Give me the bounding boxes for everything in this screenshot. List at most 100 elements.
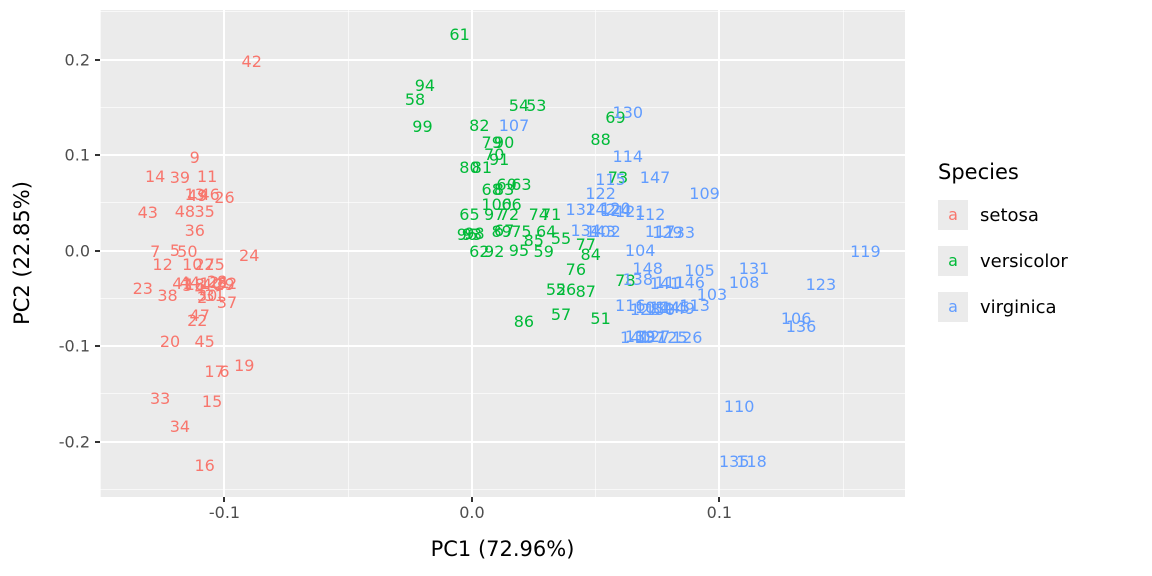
point-label-versicolor: 62 [469,241,490,261]
point-label-setosa: 29 [214,275,235,294]
point-label-versicolor: 95 [508,240,530,260]
point-label-setosa: 31 [204,285,225,305]
major-gridline-horizontal [100,345,905,348]
point-label-versicolor: 70 [484,145,505,165]
point-label-setosa: 12 [152,254,173,274]
point-label-setosa: 47 [189,305,210,325]
point-label-versicolor: 72 [498,205,520,225]
point-label-versicolor: 97 [484,205,505,225]
point-label-virginica: 136 [785,317,817,337]
point-label-setosa: 24 [239,246,260,266]
point-label-setosa: 1 [199,274,210,294]
legend-label-versicolor: versicolor [980,250,1068,272]
point-label-setosa: 14 [144,167,166,187]
y-axis-tick-mark [95,154,100,157]
legend-key-virginica: a [938,292,968,322]
point-label-virginica: 133 [664,223,696,243]
point-label-versicolor: 68 [481,179,502,199]
major-gridline-vertical [223,10,226,497]
point-label-virginica: 138 [622,270,654,290]
point-label-setosa: 6 [219,361,230,381]
point-label-setosa: 43 [137,203,158,223]
point-label-setosa: 10 [182,254,203,274]
point-label-virginica: 111 [654,273,686,293]
legend-item-setosa[interactable]: a setosa [938,200,1068,230]
text-glyph-icon: a [948,205,958,224]
point-label-setosa: 23 [132,278,153,298]
point-label-versicolor: 54 [508,96,530,116]
point-label-virginica: 139 [624,326,656,346]
point-label-virginica: 146 [674,273,705,293]
x-axis-title: PC1 (72.96%) [430,537,575,561]
x-axis-tick-label: 0.0 [459,503,485,522]
point-label-setosa: 50 [177,241,198,261]
point-label-virginica: 135 [718,451,750,471]
point-label-virginica: 110 [723,397,755,417]
minor-gridline-vertical [100,10,102,497]
point-label-virginica: 123 [805,275,837,294]
major-gridline-horizontal [100,440,905,443]
point-label-versicolor: 83 [493,180,515,200]
minor-gridline-vertical [347,10,349,497]
legend-item-versicolor[interactable]: a versicolor [938,246,1068,276]
point-label-setosa: 40 [201,275,223,294]
point-label-virginica: 107 [498,115,530,135]
point-label-virginica: 142 [585,199,616,219]
point-label-setosa: 45 [194,332,215,352]
point-label-virginica: 104 [624,240,656,260]
point-label-virginica: 130 [612,103,644,123]
point-label-versicolor: 92 [484,241,505,261]
point-label-versicolor: 86 [513,312,535,332]
point-label-setosa: 5 [169,240,181,260]
minor-gridline-horizontal [100,488,905,490]
legend-item-virginica[interactable]: a virginica [938,292,1068,322]
point-label-virginica: 119 [850,241,881,261]
point-label-setosa: 48 [174,202,196,222]
point-label-setosa: 8 [194,275,205,294]
minor-gridline-horizontal [100,297,905,299]
point-label-setosa: 33 [149,388,171,408]
point-label-setosa: 9 [189,148,200,167]
point-label-virginica: 148 [632,258,663,278]
point-label-versicolor: 75 [511,222,532,242]
point-label-setosa: 20 [159,332,181,352]
point-label-setosa: 7 [150,241,161,261]
legend: Species a setosa a versicolor a virginic… [938,160,1068,338]
text-glyph-icon: a [948,251,958,270]
point-label-virginica: 106 [780,309,812,329]
point-label-virginica: 126 [671,328,703,348]
point-label-setosa: 27 [194,254,215,274]
y-axis-tick-label: 0.0 [64,241,90,261]
point-label-setosa: 22 [187,311,208,331]
point-label-versicolor: 73 [607,168,629,188]
point-label-virginica: 116 [615,296,646,316]
point-label-versicolor: 63 [511,174,532,194]
point-label-versicolor: 87 [575,281,596,301]
y-axis-tick-label: 0.2 [64,50,90,70]
major-gridline-vertical [470,10,473,497]
point-label-virginica: 101 [634,297,666,317]
point-label-virginica: 120 [600,198,631,218]
point-label-setosa: 41 [172,274,193,294]
point-label-versicolor: 94 [414,76,436,96]
point-label-versicolor: 90 [493,132,515,152]
point-label-setosa: 13 [184,185,205,205]
point-label-virginica: 102 [590,221,621,241]
point-label-setosa: 18 [184,275,205,294]
point-label-virginica: 124 [600,201,631,221]
point-label-virginica: 114 [612,147,644,167]
point-label-virginica: 149 [664,298,696,318]
point-label-setosa: 3 [182,275,193,295]
legend-key-setosa: a [938,200,968,230]
major-gridline-horizontal [100,154,905,157]
point-label-virginica: 147 [639,168,671,188]
point-label-versicolor: 77 [575,234,596,254]
x-axis-tick-label: 0.1 [706,503,733,522]
point-label-setosa: 28 [206,272,228,292]
point-label-versicolor: 93 [461,225,483,245]
point-label-virginica: 131 [738,258,770,278]
point-label-virginica: 145 [659,297,691,317]
major-gridline-horizontal [100,58,905,61]
minor-gridline-vertical [595,10,597,497]
